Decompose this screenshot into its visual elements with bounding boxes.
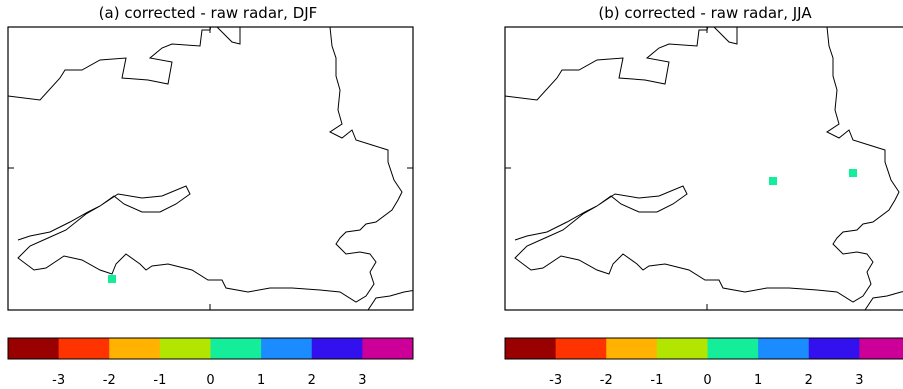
colorbar-swatch: [707, 338, 759, 359]
colorbar-swatch: [210, 338, 262, 359]
colorbar-swatch: [109, 338, 161, 359]
colorbar-tick-label: -2: [103, 373, 116, 388]
colorbar-tick-label: -1: [650, 373, 663, 388]
map-border: [504, 26, 903, 311]
colorbar-swatch: [555, 338, 607, 359]
colorbar-tick-label: -1: [153, 373, 166, 388]
colorbar-tick-label: 0: [703, 373, 711, 388]
data-cell: [769, 177, 777, 185]
colorbar: -3 -2 -1 0 1 2 3: [504, 337, 903, 388]
colorbar-swatch: [808, 338, 860, 359]
map-panel-a: (a) corrected - raw radar, DJF -3 -2 -1 0 1 2…: [0, 0, 420, 389]
colorbar: -3 -2 -1 0 1 2 3: [7, 337, 414, 388]
data-cell: [849, 169, 857, 177]
colorbar-swatch: [159, 338, 211, 359]
data-cell: [108, 275, 116, 283]
colorbar-tick-label: 2: [308, 373, 316, 388]
colorbar-tick-label: -3: [52, 373, 65, 388]
colorbar-tick-label: 1: [257, 373, 265, 388]
coastline-corner: [864, 291, 903, 310]
map-frame: [504, 26, 903, 311]
coastline-corner: [367, 289, 413, 310]
map-panel-b: (b) corrected - raw radar, JJA -3 -2 -1 0 1 2…: [497, 0, 903, 389]
colorbar-swatch: [8, 338, 60, 359]
panel-title: (a) corrected - raw radar, DJF: [98, 4, 318, 22]
colorbar-tick-label: 3: [358, 373, 366, 388]
colorbar-swatch: [606, 338, 658, 359]
colorbar-swatch: [261, 338, 313, 359]
colorbar-tick-label: 2: [805, 373, 813, 388]
colorbar-tick-label: -2: [600, 373, 613, 388]
colorbar-swatch: [58, 338, 110, 359]
colorbar-swatch: [758, 338, 810, 359]
panel-title: (b) corrected - raw radar, JJA: [598, 4, 812, 22]
colorbar-tick-label: 1: [754, 373, 762, 388]
colorbar-swatch: [311, 338, 363, 359]
colorbar-swatch: [505, 338, 557, 359]
colorbar-swatch: [362, 338, 414, 359]
coastline: [505, 27, 900, 303]
colorbar-tick-label: -3: [549, 373, 562, 388]
colorbar-tick-label: 3: [855, 373, 863, 388]
coastline: [8, 27, 403, 303]
colorbar-swatch: [656, 338, 708, 359]
map-frame: [7, 26, 414, 311]
colorbar-swatch: [859, 338, 903, 359]
colorbar-tick-label: 0: [206, 373, 214, 388]
